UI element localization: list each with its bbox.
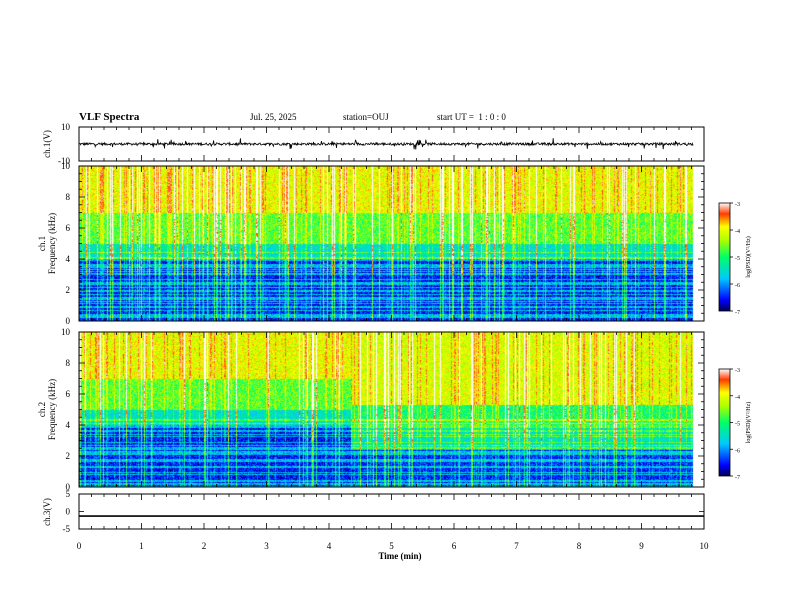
ch2-spectrogram-plot bbox=[79, 332, 704, 487]
ch1-y-tick-label: 10 bbox=[61, 122, 71, 132]
colorbar-tick-label: -3 bbox=[735, 368, 740, 374]
colorbar-tick-label: -4 bbox=[735, 229, 740, 235]
colorbar-tick-label: -7 bbox=[735, 310, 740, 316]
ch1-spec-y-tick-label: 2 bbox=[66, 285, 71, 295]
x-tick-label: 9 bbox=[639, 541, 644, 551]
ch3-wave-ylabel: ch.3(V) bbox=[42, 498, 52, 526]
x-tick-label: 4 bbox=[327, 541, 332, 551]
ch2-spec-y-tick-label: 0 bbox=[66, 482, 71, 492]
colorbar-tick-label: -7 bbox=[735, 475, 740, 481]
x-tick-label: 5 bbox=[389, 541, 394, 551]
chart-title: VLF Spectra bbox=[79, 111, 140, 123]
ch1-spectrogram-plot bbox=[79, 166, 704, 321]
ch2-spec-y-tick-label: 8 bbox=[66, 358, 71, 368]
ch2-spec-y-tick-label: 10 bbox=[61, 327, 71, 337]
start-time-label: start UT = 1 : 0 : 0 bbox=[437, 112, 506, 122]
colorbar-tick-label: -6 bbox=[735, 448, 740, 454]
colorbar-tick-label: -6 bbox=[735, 283, 740, 289]
colorbar-tick-label: -5 bbox=[735, 256, 740, 262]
colorbar-tick-label: -3 bbox=[735, 202, 740, 208]
ch2-colorbar bbox=[718, 368, 731, 477]
x-tick-label: 8 bbox=[577, 541, 582, 551]
ch1-spec-y-tick-label: 10 bbox=[61, 161, 71, 171]
colorbar-label: log(PSD)(V²/Hz) bbox=[745, 402, 752, 443]
colorbar-tick-label: -4 bbox=[735, 395, 740, 401]
ch1-waveform-line bbox=[78, 138, 694, 150]
x-axis-label: Time (min) bbox=[378, 551, 421, 561]
x-tick-label: 10 bbox=[700, 541, 710, 551]
ch2-spec-ylabel: ch.2 bbox=[37, 402, 47, 417]
ch1-colorbar bbox=[718, 202, 731, 312]
ch3-y-tick-label: -5 bbox=[63, 524, 71, 534]
x-tick-label: 2 bbox=[202, 541, 207, 551]
date-label: Jul. 25, 2025 bbox=[250, 112, 297, 122]
ch3-y-tick-label: 0 bbox=[66, 507, 71, 517]
x-tick-label: 6 bbox=[452, 541, 457, 551]
ch2-spec-y-tick-label: 4 bbox=[66, 420, 71, 430]
ch2-spec-y-tick-label: 2 bbox=[66, 451, 71, 461]
ch1-spec-ylabel: ch.1 bbox=[37, 236, 47, 251]
ch1-spec-y-tick-label: 0 bbox=[66, 316, 71, 326]
colorbar-label: log(PSD)(V²/Hz) bbox=[745, 236, 752, 277]
x-tick-label: 0 bbox=[77, 541, 82, 551]
ch1-spec-y-tick-label: 8 bbox=[66, 192, 71, 202]
x-tick-label: 7 bbox=[514, 541, 519, 551]
ch2-spec-ylabel2: Frequency (kHz) bbox=[47, 379, 57, 440]
ch1-spec-y-tick-label: 6 bbox=[66, 223, 71, 233]
station-label: station=OUJ bbox=[343, 112, 389, 122]
ch1-spec-ylabel2: Frequency (kHz) bbox=[47, 213, 57, 274]
ch1-wave-ylabel: ch.1(V) bbox=[42, 130, 52, 158]
ch2-spec-y-tick-label: 6 bbox=[66, 389, 71, 399]
ch1-spec-y-tick-label: 4 bbox=[66, 254, 71, 264]
ch3-y-tick-label: 5 bbox=[66, 489, 71, 499]
x-tick-label: 1 bbox=[139, 541, 144, 551]
x-tick-label: 3 bbox=[264, 541, 269, 551]
colorbar-tick-label: -5 bbox=[735, 422, 740, 428]
ch1-y-tick-label: -10 bbox=[58, 156, 70, 166]
